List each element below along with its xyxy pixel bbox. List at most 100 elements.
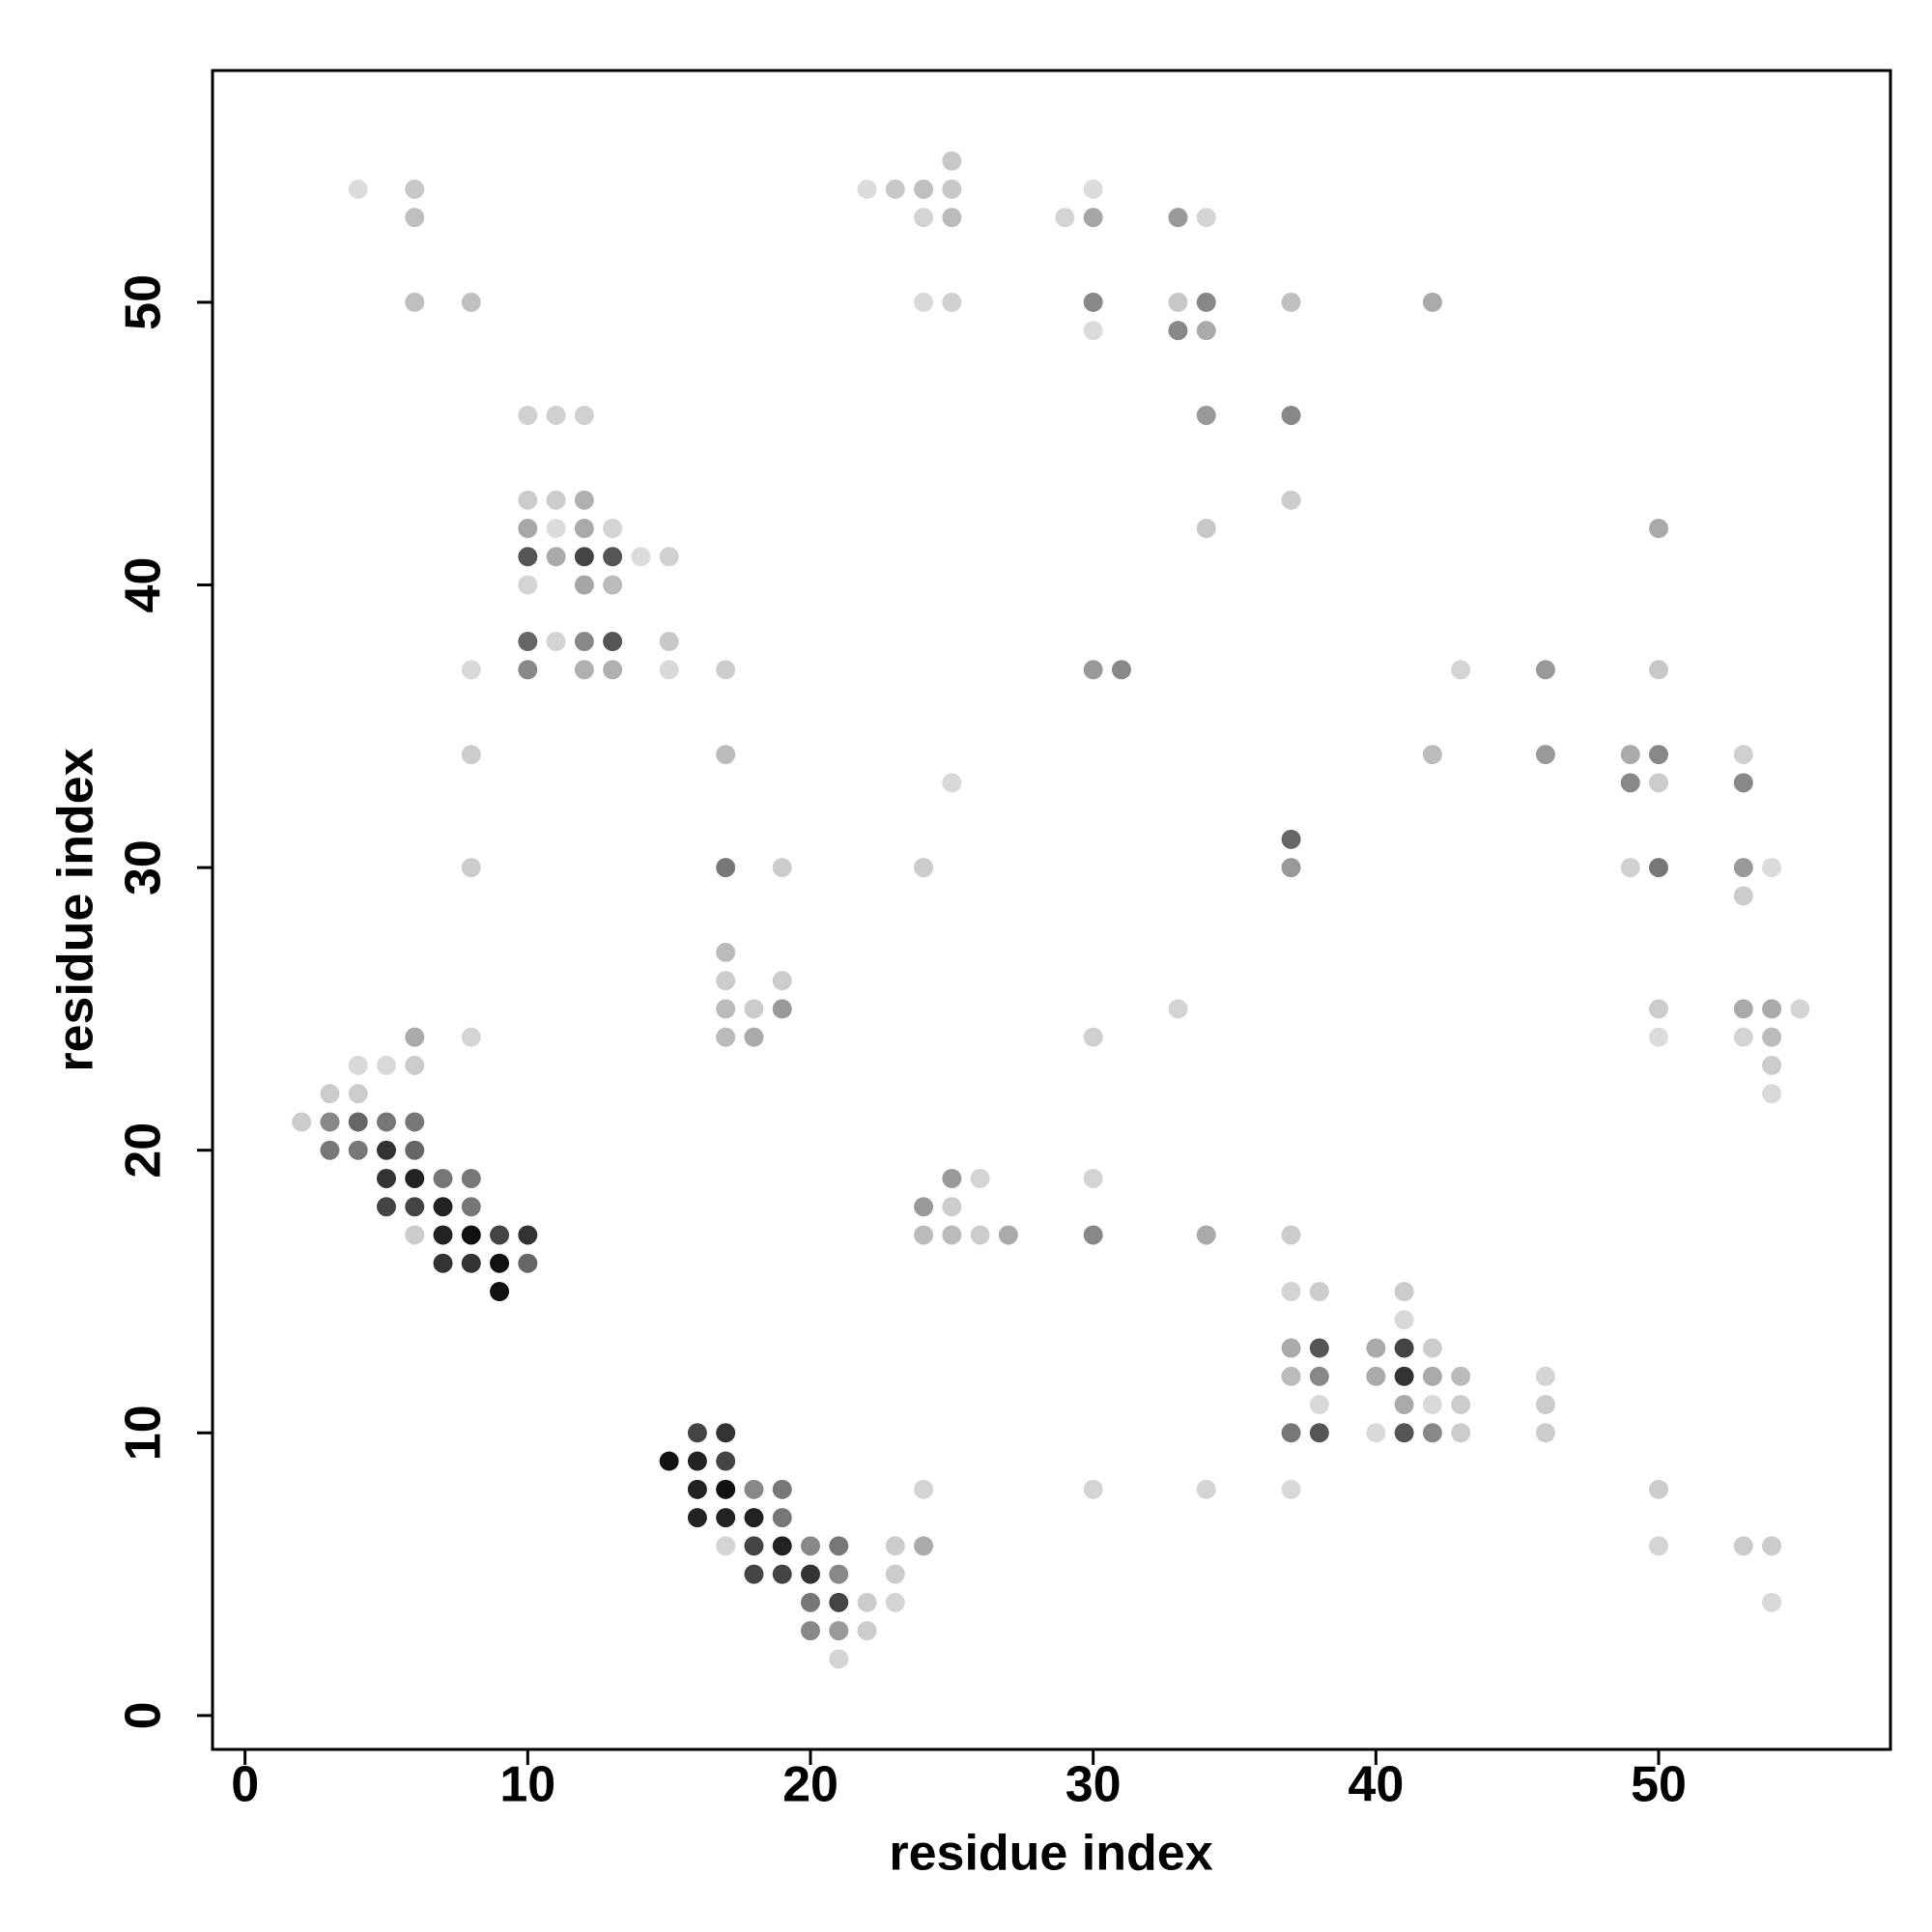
point xyxy=(574,575,594,595)
point xyxy=(1394,1338,1414,1358)
point xyxy=(1394,1423,1414,1443)
point xyxy=(461,660,481,680)
y-tick-label: 10 xyxy=(116,1405,172,1461)
point xyxy=(1762,1084,1782,1104)
x-tick-label: 0 xyxy=(231,1757,259,1813)
point xyxy=(772,1479,792,1499)
point xyxy=(1733,999,1753,1019)
point xyxy=(603,632,623,652)
y-tick-label: 0 xyxy=(116,1701,172,1729)
point xyxy=(885,1536,905,1556)
point xyxy=(1394,1366,1414,1386)
point xyxy=(1196,208,1216,228)
point xyxy=(603,519,623,538)
point xyxy=(800,1536,820,1556)
point xyxy=(1422,1366,1442,1386)
point xyxy=(914,179,934,199)
point xyxy=(1649,660,1669,680)
point xyxy=(1649,1536,1669,1556)
point xyxy=(1083,1225,1103,1245)
point xyxy=(1281,1338,1301,1358)
point xyxy=(1620,745,1640,765)
point xyxy=(744,1027,764,1047)
point xyxy=(1083,208,1103,228)
y-tick-label: 40 xyxy=(116,557,172,613)
point xyxy=(1394,1282,1414,1301)
point xyxy=(716,745,736,765)
point xyxy=(405,179,425,199)
x-tick-label: 50 xyxy=(1631,1757,1687,1813)
point xyxy=(1366,1366,1386,1386)
point xyxy=(716,1451,736,1471)
point xyxy=(772,999,792,1019)
point xyxy=(518,490,538,510)
plot-frame xyxy=(211,69,1892,1751)
point xyxy=(1649,519,1669,538)
x-tick-label: 10 xyxy=(499,1757,555,1813)
point xyxy=(659,547,679,567)
point xyxy=(1733,858,1753,878)
point xyxy=(1790,999,1810,1019)
point xyxy=(1281,490,1301,510)
point xyxy=(1281,1225,1301,1245)
point xyxy=(376,1140,396,1160)
point xyxy=(687,1423,707,1443)
point xyxy=(772,858,792,878)
point xyxy=(1451,1395,1471,1415)
x-tick-label: 30 xyxy=(1065,1757,1122,1813)
point xyxy=(659,1451,679,1471)
point xyxy=(1083,660,1103,680)
point xyxy=(716,942,736,962)
point xyxy=(1366,1423,1386,1443)
point xyxy=(1649,745,1669,765)
point xyxy=(1649,858,1669,878)
point xyxy=(405,1197,425,1217)
point xyxy=(716,858,736,878)
point xyxy=(1535,1366,1555,1386)
point xyxy=(829,1592,849,1612)
point xyxy=(518,519,538,538)
point xyxy=(800,1621,820,1641)
point xyxy=(348,1055,368,1075)
point xyxy=(1733,773,1753,793)
point xyxy=(405,1168,425,1188)
point xyxy=(1535,1423,1555,1443)
point xyxy=(1196,519,1216,538)
point xyxy=(1762,1536,1782,1556)
point xyxy=(1762,1027,1782,1047)
point xyxy=(1281,292,1301,312)
point xyxy=(574,660,594,680)
point xyxy=(942,151,962,171)
point xyxy=(659,660,679,680)
point xyxy=(716,1423,736,1443)
point xyxy=(1281,1366,1301,1386)
point xyxy=(1083,1027,1103,1047)
point xyxy=(885,1592,905,1612)
point xyxy=(829,1536,849,1556)
point xyxy=(687,1479,707,1499)
point xyxy=(716,1536,736,1556)
point xyxy=(942,208,962,228)
point xyxy=(518,1253,538,1273)
point xyxy=(376,1055,396,1075)
point xyxy=(376,1112,396,1132)
point xyxy=(433,1168,453,1188)
point xyxy=(546,632,566,652)
point xyxy=(348,1084,368,1104)
point xyxy=(687,1451,707,1471)
point xyxy=(716,999,736,1019)
point xyxy=(914,1479,934,1499)
point xyxy=(433,1197,453,1217)
point xyxy=(1196,1225,1216,1245)
point xyxy=(772,971,792,991)
point xyxy=(1168,208,1188,228)
point xyxy=(829,1621,849,1641)
point xyxy=(603,575,623,595)
point xyxy=(857,1592,877,1612)
point xyxy=(490,1282,510,1301)
y-axis-label: residue index xyxy=(48,748,104,1071)
point xyxy=(970,1225,990,1245)
point xyxy=(1649,999,1669,1019)
y-tick-label: 20 xyxy=(116,1122,172,1179)
point xyxy=(518,660,538,680)
